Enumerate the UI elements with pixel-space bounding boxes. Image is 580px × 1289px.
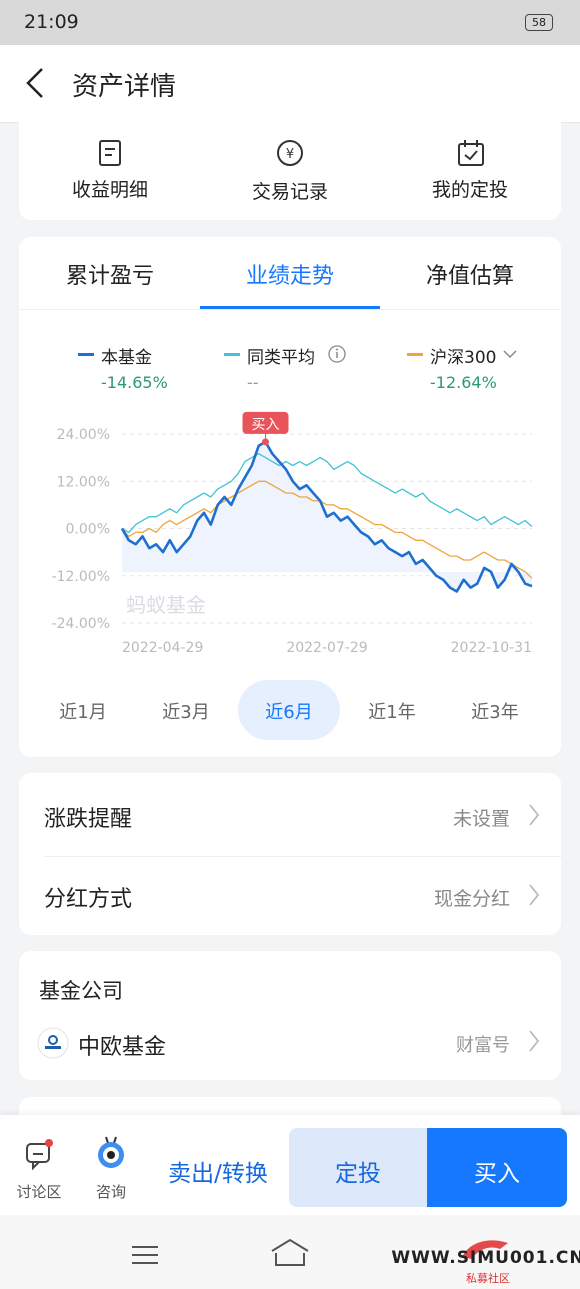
legend-swatch [224,353,240,356]
consult-icon[interactable] [94,1134,128,1172]
period-button[interactable]: 近1月 [59,702,107,723]
back-button[interactable] [22,66,48,100]
legend-value: -- [247,373,259,392]
status-bar [0,0,580,45]
row-divider [44,856,561,857]
dropdown-icon[interactable] [502,347,518,361]
legend-label: 沪深300 [430,348,497,368]
legend-label: 同类平均 [247,348,315,368]
period-button[interactable]: 近3年 [471,702,519,723]
shortcut[interactable]: 收益明细 [71,179,149,201]
x-tick-label: 2022-04-29 [122,640,203,656]
row-value[interactable]: 现金分红 [433,888,510,910]
chevrons [529,804,540,906]
row-value[interactable]: 未设置 [452,808,510,830]
series-line [121,480,533,579]
legend-value: -14.65% [101,373,168,392]
series-line [120,440,533,593]
marker-badge [242,411,289,434]
company-logo [37,1027,69,1059]
tab[interactable]: 业绩走势 [245,264,335,289]
period-button[interactable]: 近1年 [368,702,416,723]
y-tick-label: -24.00% [52,616,110,632]
legend-swatch [407,353,423,356]
auto-invest-bg [289,1128,428,1207]
watermark-url: WWW.SIMU001.CN [391,1248,580,1268]
y-tick-label: 24.00% [57,427,110,443]
chevron [529,1030,540,1052]
discuss-label[interactable]: 讨论区 [16,1183,62,1201]
y-tick-label: 0.00% [66,522,110,538]
chart: 蚂蚁基金 24.00% 12.00% 0.00% -12.00% -24.00% 2022-… [52,411,533,656]
buy-bg [427,1128,567,1207]
status-time: 21:09 [24,11,79,33]
battery: 58 [525,14,553,31]
x-tick-label: 2022-07-29 [286,640,367,656]
watermark-name: 私募社区 [466,1272,510,1285]
nav-icons [132,1238,508,1266]
shortcut[interactable]: 我的定投 [431,179,509,201]
series-line [121,453,533,534]
legend-label: 本基金 [101,348,152,368]
shortcut-icons: ¥ [99,140,484,166]
header [0,45,580,123]
y-tick-label: 12.00% [57,474,110,490]
row-label[interactable]: 涨跌提醒 [44,807,133,832]
tab-underline [200,306,380,309]
row-label[interactable]: 分红方式 [44,887,133,912]
marker-label: 买入 [252,417,280,433]
company-title: 基金公司 [39,979,123,1003]
nav-bar [0,1215,580,1289]
period-button[interactable]: 近3月 [162,702,210,723]
company-card [19,951,561,1080]
chart-watermark: 蚂蚁基金 [126,593,206,617]
period-active-bg [238,680,340,740]
company-tag[interactable]: 财富号 [456,1035,510,1056]
shortcut[interactable]: 交易记录 [251,181,329,203]
marker-dot [262,438,269,446]
legend-swatch [78,353,94,356]
sell-button[interactable]: 卖出/转换 [168,1161,268,1187]
discuss-icon[interactable] [24,1138,54,1172]
legend-value: -12.64% [430,373,497,392]
page-title: 资产详情 [72,72,177,102]
tab[interactable]: 净值估算 [425,264,515,289]
auto-invest-button[interactable]: 定投 [335,1161,381,1187]
period-button[interactable]: 近6月 [265,702,313,723]
svg-text:¥: ¥ [286,147,294,162]
company-name[interactable]: 中欧基金 [78,1035,167,1060]
y-tick-label: -12.00% [52,569,110,585]
tab[interactable]: 累计盈亏 [65,264,155,289]
tab-divider [19,309,561,310]
consult-label[interactable]: 咨询 [95,1183,127,1201]
buy-button[interactable]: 买入 [474,1161,520,1187]
settings-card [19,773,561,935]
x-tick-label: 2022-10-31 [451,640,532,656]
info-icon[interactable] [327,344,347,364]
